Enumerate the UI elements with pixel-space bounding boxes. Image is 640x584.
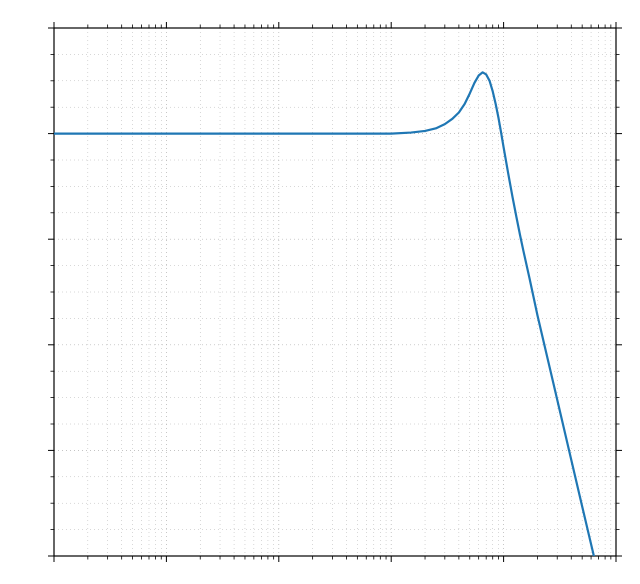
bode-magnitude-chart xyxy=(0,0,640,584)
